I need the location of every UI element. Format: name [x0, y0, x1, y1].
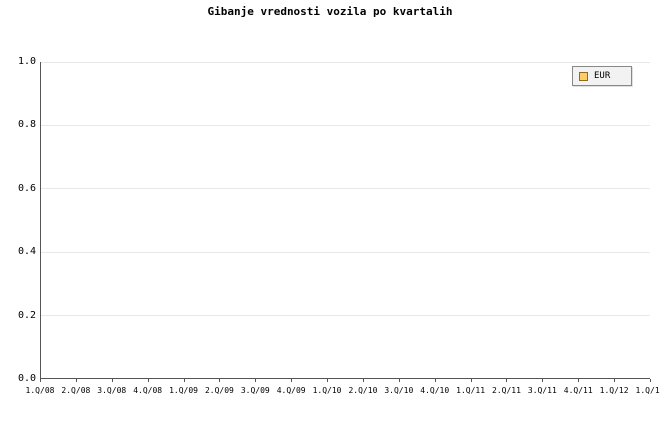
x-axis-tick-mark: [614, 379, 616, 382]
x-axis-tick-label: 2.Q/10: [348, 386, 378, 395]
x-axis-tick-label: 4.Q/11: [563, 386, 593, 395]
x-axis-tick-mark: [327, 379, 329, 382]
x-axis-tick-label: 3.Q/11: [527, 386, 557, 395]
plot-area: [40, 61, 651, 379]
x-axis-tick-mark: [255, 379, 257, 382]
x-axis-tick-label: 3.Q/08: [97, 386, 127, 395]
x-axis-tick-label: 1.Q/10: [312, 386, 342, 395]
x-axis-tick-mark: [470, 379, 472, 382]
x-axis-tick-label: 2.Q/08: [61, 386, 91, 395]
x-axis-tick-mark: [40, 379, 41, 382]
x-axis-tick-label: 4.Q/10: [420, 386, 450, 395]
gridline: [41, 61, 650, 63]
legend-swatch-eur: [579, 71, 588, 81]
y-axis-tick-label: 0.6: [17, 182, 36, 194]
x-axis-tick-label: 1.Q/09: [169, 386, 198, 395]
series-layer: [41, 62, 651, 379]
x-axis-tick-label: 1.Q/12: [599, 386, 629, 395]
chart-legend[interactable]: EUR: [572, 66, 632, 86]
x-axis-tick-label: 3.Q/10: [384, 386, 414, 395]
x-axis-tick-label: 4.Q/09: [276, 386, 306, 395]
gridline: [41, 315, 650, 317]
x-axis-tick-label: 2.Q/11: [492, 386, 521, 395]
x-axis-tick-mark: [219, 379, 221, 382]
gridline: [41, 124, 650, 126]
x-axis-tick-mark: [434, 379, 436, 382]
y-axis-tick-label: 0.2: [17, 309, 36, 321]
x-axis-tick-mark: [183, 379, 185, 382]
legend-label-eur: EUR: [594, 71, 611, 81]
x-axis-tick-mark: [650, 379, 651, 382]
y-axis-tick-label: 0.4: [17, 246, 36, 258]
x-axis-tick-label: 4.Q/08: [133, 386, 163, 395]
y-axis-tick-label: 1.0: [17, 56, 36, 67]
x-axis-tick-label: 1.Q/08: [25, 386, 55, 395]
y-axis-tick-label: 0.8: [17, 119, 36, 131]
x-axis-tick-mark: [147, 379, 149, 382]
x-axis-tick-mark: [111, 379, 113, 382]
x-axis-tick-label: 2.Q/09: [204, 386, 234, 395]
y-axis-labels: 0.0 0.2 0.4 0.6 0.8 1.0: [0, 0, 36, 440]
chart-title: Gibanje vrednosti vozila po kvartalih: [207, 5, 453, 18]
x-axis-tick-label: 1.Q/11: [456, 386, 486, 395]
gridline: [41, 251, 650, 253]
x-axis-tick-mark: [398, 379, 400, 382]
x-axis-tick-label: 3.Q/09: [240, 386, 270, 395]
x-axis-tick-mark: [75, 379, 77, 382]
x-axis-tick-label: 1.Q/12: [635, 386, 660, 395]
gridline: [41, 188, 650, 190]
x-axis-tick-mark: [291, 379, 293, 382]
x-axis-tick-mark: [542, 379, 544, 382]
x-axis-tick-mark: [506, 379, 508, 382]
x-axis-tick-mark: [578, 379, 580, 382]
x-axis-tick-mark: [362, 379, 364, 382]
y-axis-tick-label: 0.0: [17, 373, 36, 384]
